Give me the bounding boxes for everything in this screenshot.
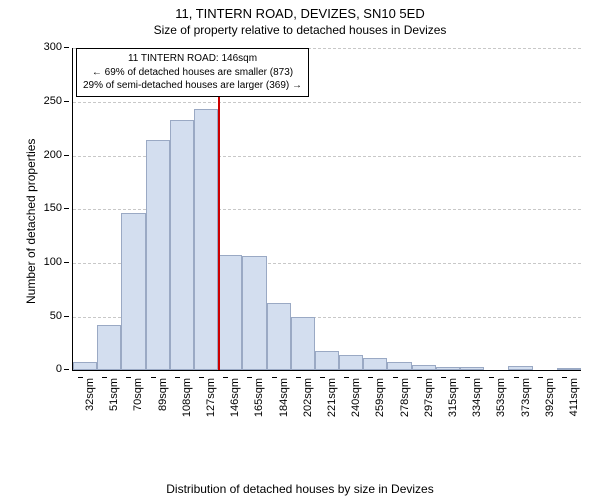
y-tick: 50 [10, 310, 62, 322]
annotation-line: 29% of semi-detached houses are larger (… [83, 79, 302, 93]
x-tick: 240sqm [350, 378, 362, 428]
y-tick: 200 [10, 149, 62, 161]
histogram-bar [170, 120, 194, 370]
histogram-bar [436, 367, 460, 370]
histogram-bar [363, 358, 387, 371]
y-tick: 100 [10, 256, 62, 268]
x-tick: 373sqm [520, 378, 532, 428]
histogram-bar [508, 366, 532, 370]
x-tick: 297sqm [423, 378, 435, 428]
x-tick: 32sqm [84, 378, 96, 428]
x-tick: 146sqm [229, 378, 241, 428]
histogram-bar [460, 367, 484, 370]
y-axis-label: Number of detached properties [24, 139, 38, 304]
histogram-bar [339, 355, 363, 370]
histogram-bar [97, 325, 121, 370]
x-tick: 315sqm [447, 378, 459, 428]
histogram-bar [194, 109, 218, 371]
annotation-line: ← 69% of detached houses are smaller (87… [83, 66, 302, 80]
x-tick: 127sqm [205, 378, 217, 428]
x-tick: 334sqm [471, 378, 483, 428]
x-tick: 278sqm [399, 378, 411, 428]
x-tick: 202sqm [302, 378, 314, 428]
histogram-bar [121, 213, 145, 371]
histogram-bar [73, 362, 97, 371]
x-tick: 259sqm [374, 378, 386, 428]
histogram-bar [412, 365, 436, 370]
annotation-box: 11 TINTERN ROAD: 146sqm← 69% of detached… [76, 48, 309, 97]
annotation-line: 11 TINTERN ROAD: 146sqm [83, 52, 302, 66]
x-tick: 89sqm [157, 378, 169, 428]
histogram-bar [267, 303, 291, 371]
x-tick: 184sqm [278, 378, 290, 428]
y-tick: 150 [10, 202, 62, 214]
histogram-bar [387, 362, 411, 371]
x-axis-label: Distribution of detached houses by size … [0, 482, 600, 496]
histogram-bar [315, 351, 339, 370]
x-tick: 411sqm [568, 378, 580, 428]
x-tick: 392sqm [544, 378, 556, 428]
histogram-bar [242, 256, 266, 371]
gridline [73, 102, 581, 103]
x-tick: 221sqm [326, 378, 338, 428]
histogram-bar [291, 317, 315, 371]
histogram-bar [218, 255, 242, 371]
x-tick: 51sqm [108, 378, 120, 428]
y-tick: 300 [10, 41, 62, 53]
page-title: 11, TINTERN ROAD, DEVIZES, SN10 5ED [0, 0, 600, 23]
x-tick: 70sqm [132, 378, 144, 428]
x-tick: 108sqm [181, 378, 193, 428]
histogram-bar [146, 140, 170, 371]
footer-attribution: Contains HM Land Registry data © Crown c… [0, 496, 600, 500]
chart-area: Number of detached properties 0 50 100 150 2… [10, 42, 590, 432]
x-tick: 165sqm [253, 378, 265, 428]
histogram-bar [557, 368, 581, 370]
y-tick: 250 [10, 95, 62, 107]
y-tick: 0 [10, 363, 62, 375]
x-tick: 353sqm [495, 378, 507, 428]
page-subtitle: Size of property relative to detached ho… [0, 23, 600, 39]
